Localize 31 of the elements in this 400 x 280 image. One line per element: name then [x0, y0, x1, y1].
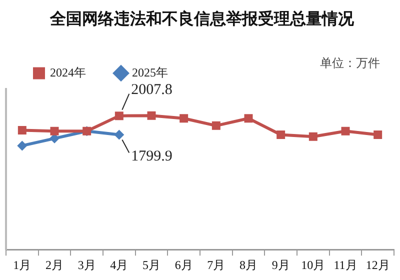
data-label: 1799.9	[131, 148, 172, 165]
x-tick-label: 6月	[174, 258, 193, 272]
text: 单位：万件	[320, 56, 380, 70]
point	[18, 126, 26, 134]
x-tick-label: 3月	[78, 258, 96, 272]
data-label: 2007.8	[131, 82, 172, 98]
x-tick-label: 1月	[13, 258, 32, 272]
x-tick-label: 10月	[301, 258, 326, 272]
legend-label: 2024年	[50, 65, 86, 80]
chart-title: 全国网络违法和不良信息举报受理总量情况	[49, 8, 355, 28]
point	[308, 132, 318, 141]
point	[114, 112, 124, 120]
point	[180, 114, 188, 123]
point	[341, 126, 350, 136]
x-tick-label: 12月	[366, 258, 390, 272]
x-tick-label: 4月	[110, 258, 128, 272]
point	[212, 121, 220, 130]
point	[147, 111, 156, 120]
point	[374, 130, 382, 140]
x-tick-label: 7月	[207, 258, 226, 272]
x-tick-label: 2月	[46, 258, 64, 272]
point	[244, 114, 253, 123]
point	[50, 126, 59, 136]
legend-label: 2025年	[132, 65, 168, 80]
x-tick-label: 11月	[334, 258, 358, 272]
point	[276, 130, 286, 140]
x-tick-label: 8月	[240, 258, 258, 272]
point	[17, 140, 28, 151]
x-tick-label: 9月	[272, 258, 290, 272]
point	[114, 130, 124, 140]
x-tick-label: 5月	[142, 258, 160, 272]
